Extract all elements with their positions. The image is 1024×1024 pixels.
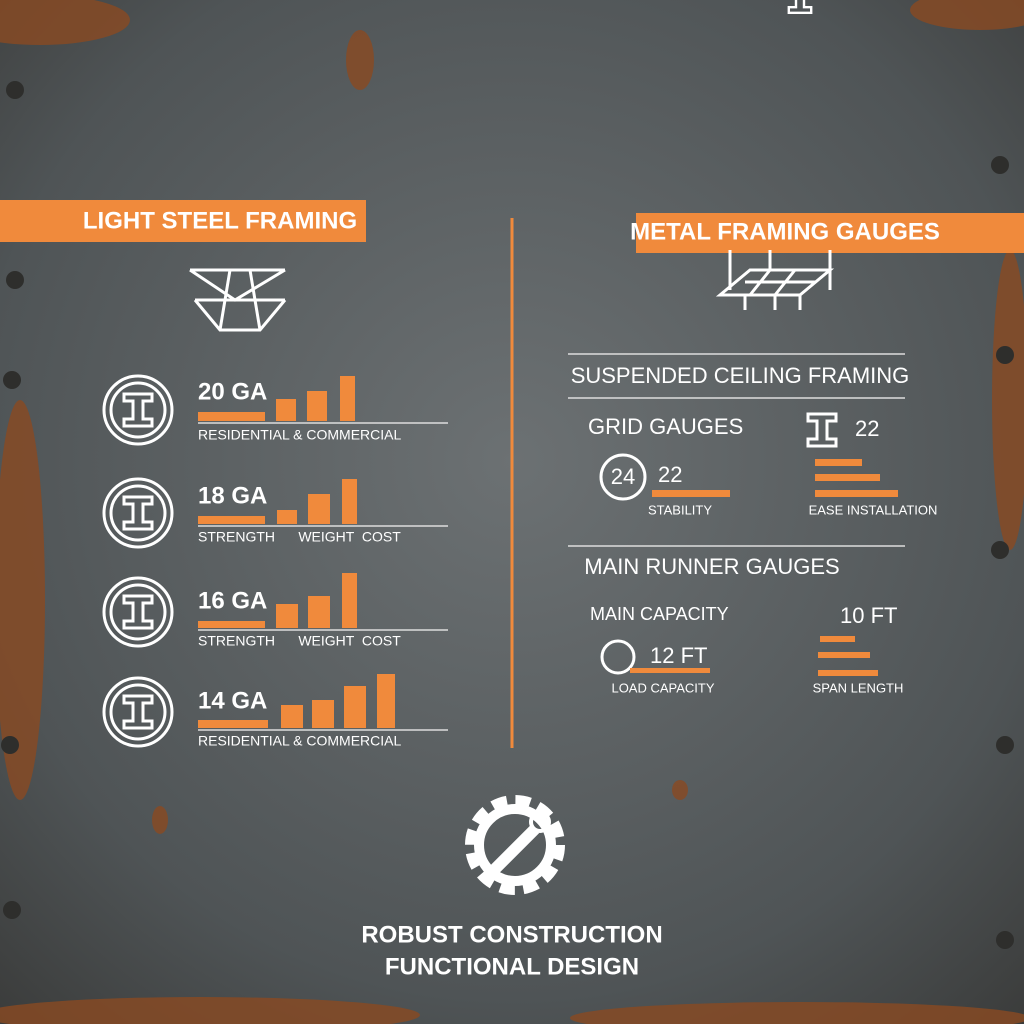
label: MAIN CAPACITY bbox=[590, 604, 729, 624]
caption: RESIDENTIAL & COMMERCIAL bbox=[198, 427, 402, 443]
left-title: LIGHT STEEL FRAMING bbox=[83, 207, 357, 234]
circle-icon bbox=[599, 453, 647, 501]
gauge: 14 GA bbox=[198, 687, 267, 714]
caption: STABILITY bbox=[648, 502, 712, 517]
gauge: 18 GA bbox=[198, 482, 267, 509]
section-heading: MAIN RUNNER GAUGES bbox=[584, 554, 839, 579]
icon-value: 22 bbox=[855, 416, 879, 441]
circle-icon bbox=[600, 639, 636, 675]
caption: STRENGTH WEIGHT COST bbox=[198, 529, 401, 545]
gauge: 16 GA bbox=[198, 587, 267, 614]
bar bbox=[652, 490, 730, 497]
gauge-item: 16 GA STRENGTH WEIGHT COST bbox=[102, 573, 448, 649]
stair-bars bbox=[818, 636, 878, 676]
ceiling-icon bbox=[715, 250, 835, 310]
caption: EASE INSTALLATION bbox=[809, 502, 938, 517]
circle-value: 24 bbox=[611, 464, 635, 489]
gauge-item: 14 GA RESIDENTIAL & COMMERCIAL bbox=[102, 674, 448, 749]
stair-bars bbox=[815, 459, 898, 497]
gauge: 20 GA bbox=[198, 378, 267, 405]
title-banner bbox=[636, 213, 1024, 253]
section-heading: SUSPENDED CEILING FRAMING bbox=[571, 363, 910, 388]
icon-value: 10 FT bbox=[840, 603, 897, 628]
bar-value: 12 FT bbox=[650, 643, 707, 668]
label: GRID GAUGES bbox=[588, 414, 743, 439]
rivets bbox=[1, 81, 1014, 949]
bar-value: 22 bbox=[658, 462, 682, 487]
bar bbox=[630, 668, 710, 673]
gear-icon bbox=[465, 795, 565, 895]
gauge-item: 20 GA RESIDENTIAL & COMMERCIAL bbox=[102, 374, 448, 446]
caption: LOAD CAPACITY bbox=[611, 680, 714, 695]
footer-line: FUNCTIONAL DESIGN bbox=[385, 953, 639, 980]
caption: SPAN LENGTH bbox=[813, 680, 904, 695]
caption: STRENGTH WEIGHT COST bbox=[198, 633, 401, 649]
caption: RESIDENTIAL & COMMERCIAL bbox=[198, 733, 402, 749]
right-title: METAL FRAMING GAUGES bbox=[630, 218, 940, 245]
footer-line: ROBUST CONSTRUCTION bbox=[361, 921, 662, 948]
truss-icon bbox=[189, 268, 287, 332]
title-banner bbox=[0, 200, 366, 242]
gauge-item: 18 GA STRENGTH WEIGHT COST bbox=[102, 477, 448, 549]
